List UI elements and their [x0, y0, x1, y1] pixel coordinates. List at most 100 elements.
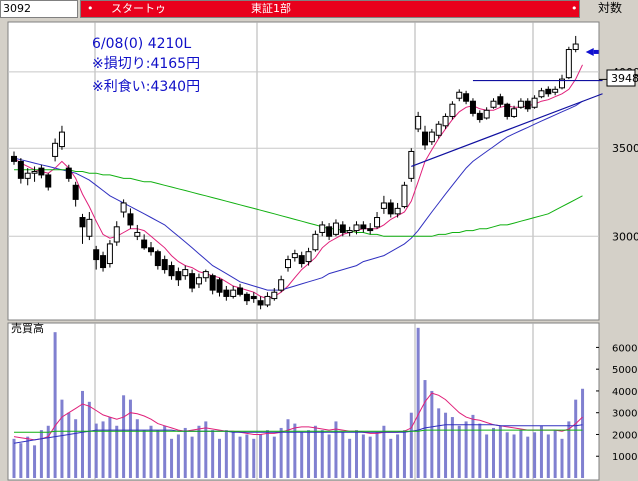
- volume-bar: [416, 327, 420, 478]
- volume-bar: [53, 332, 57, 478]
- volume-bar: [60, 399, 64, 478]
- candle-body: [291, 253, 298, 259]
- volume-bar: [293, 423, 297, 478]
- candle-body: [11, 155, 17, 162]
- candle-body: [216, 279, 223, 293]
- arrow-left-icon: [585, 47, 594, 56]
- candle-body: [538, 90, 545, 98]
- candle-body: [517, 100, 524, 108]
- candle-body: [401, 184, 408, 208]
- candle-body: [572, 43, 579, 51]
- candle-body: [106, 243, 113, 265]
- volume-bar: [471, 414, 475, 478]
- stock-name-bar[interactable]: • スタートゥ 東証1部 •: [80, 0, 580, 18]
- volume-bar: [519, 430, 523, 478]
- volume-bar: [94, 423, 98, 478]
- volume-tick-label: 6000: [612, 343, 637, 354]
- candle-body: [93, 249, 100, 261]
- volume-bar: [190, 436, 194, 478]
- volume-bar: [286, 419, 290, 478]
- volume-bar: [245, 434, 249, 478]
- annotation-entry: 6/08(0) 4210L: [92, 36, 191, 52]
- candle-body: [332, 222, 339, 235]
- candle-body: [394, 207, 401, 215]
- volume-bar: [170, 438, 174, 478]
- candle-body: [72, 184, 79, 200]
- volume-bar: [485, 434, 489, 478]
- current-price-box: [606, 69, 636, 87]
- candle-body: [182, 269, 189, 277]
- volume-bar: [492, 427, 495, 478]
- candle-body: [463, 93, 470, 102]
- candle-body: [24, 172, 31, 179]
- volume-bar: [560, 438, 564, 478]
- candle-body: [120, 202, 127, 213]
- volume-bar: [423, 380, 427, 478]
- volume-bar: [300, 432, 304, 478]
- volume-bar: [396, 434, 400, 478]
- volume-bar: [252, 438, 256, 478]
- candle-body: [79, 217, 86, 228]
- volume-bar: [163, 425, 167, 478]
- volume-bar: [533, 432, 537, 478]
- volume-bar: [361, 434, 365, 478]
- volume-bar: [450, 417, 454, 478]
- log-scale-button[interactable]: 対数: [582, 0, 638, 18]
- candle-body: [209, 275, 216, 291]
- volume-bar: [26, 436, 30, 478]
- candle-body: [319, 224, 326, 233]
- volume-bar: [176, 434, 180, 478]
- volume-bar: [197, 425, 201, 478]
- candle-body: [435, 123, 442, 136]
- volume-ma-line: [13, 392, 583, 441]
- candle-body: [511, 108, 518, 117]
- volume-bar: [108, 417, 112, 478]
- candle-body: [326, 226, 333, 237]
- candle-body: [127, 213, 134, 226]
- candle-body: [312, 233, 319, 251]
- volume-bar: [19, 443, 23, 478]
- volume-panel-label: 売買高: [11, 321, 44, 335]
- volume-bar: [149, 425, 153, 478]
- volume-ma-line: [14, 429, 583, 433]
- candle-body: [483, 109, 490, 119]
- stock-code-field[interactable]: 3092: [0, 0, 78, 18]
- volume-bar: [259, 434, 263, 478]
- candle-body: [415, 115, 422, 130]
- volume-bar: [81, 390, 84, 478]
- annotation-stoploss: ※損切り:4165円: [92, 56, 200, 72]
- volume-bar: [581, 388, 585, 478]
- volume-bar: [574, 399, 578, 478]
- price-tick-label: 3500: [612, 142, 638, 155]
- volume-bar: [142, 430, 146, 478]
- volume-bar: [115, 425, 119, 478]
- candle-body: [100, 255, 107, 269]
- volume-tick-label: 5000: [612, 365, 637, 376]
- volume-bar: [231, 432, 235, 478]
- volume-bar: [128, 399, 132, 478]
- volume-bar: [122, 395, 126, 478]
- volume-bar: [12, 438, 16, 478]
- volume-panel: [7, 322, 600, 481]
- candle-body: [161, 259, 168, 271]
- candle-body: [469, 100, 476, 114]
- candle-body: [428, 131, 435, 143]
- volume-bar: [327, 434, 331, 478]
- volume-bar: [74, 419, 78, 478]
- candle-body: [148, 247, 154, 253]
- candle-body: [552, 88, 559, 93]
- candle-body: [278, 279, 285, 291]
- candle-body: [65, 167, 72, 179]
- candle-body: [504, 103, 511, 117]
- volume-bar: [409, 412, 413, 478]
- volume-bar: [39, 430, 43, 478]
- annotation-takeprofit: ※利食い:4340円: [92, 78, 200, 95]
- volume-bar: [539, 425, 543, 478]
- volume-bar: [368, 436, 372, 478]
- candle-body: [442, 115, 449, 127]
- candle-body: [237, 287, 244, 295]
- candle-body: [545, 88, 552, 95]
- volume-bar: [437, 408, 441, 478]
- candle-body: [559, 78, 565, 89]
- candle-body: [264, 295, 271, 306]
